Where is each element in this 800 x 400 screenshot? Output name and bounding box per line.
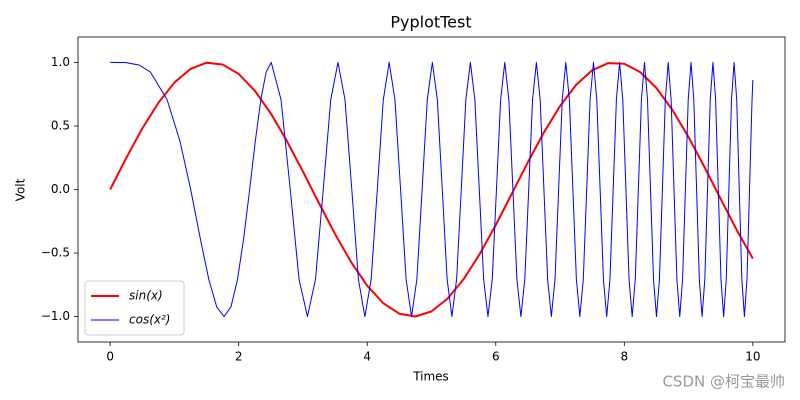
y-axis-label: Volt bbox=[14, 178, 28, 201]
y-tick-label: −1.0 bbox=[41, 309, 70, 323]
watermark: CSDN @柯宝最帅 bbox=[662, 373, 785, 391]
x-tick-label: 8 bbox=[620, 350, 628, 364]
y-tick-label: 0.5 bbox=[51, 118, 70, 132]
y-tick-label: −0.5 bbox=[41, 246, 70, 260]
y-tick-label: 0.0 bbox=[51, 182, 70, 196]
legend-label: sin(x) bbox=[129, 289, 163, 303]
x-tick-label: 0 bbox=[106, 350, 114, 364]
legend-label: cos(x²) bbox=[129, 313, 170, 327]
x-tick-label: 10 bbox=[745, 350, 760, 364]
chart-title: PyplotTest bbox=[390, 13, 471, 32]
x-tick-label: 4 bbox=[363, 350, 371, 364]
y-tick-label: 1.0 bbox=[51, 55, 70, 69]
x-axis-label: Times bbox=[412, 370, 449, 384]
plot-frame bbox=[77, 36, 786, 343]
series-line bbox=[110, 61, 754, 318]
x-tick-label: 2 bbox=[235, 350, 243, 364]
legend-box bbox=[84, 280, 185, 336]
x-tick-label: 6 bbox=[492, 350, 500, 364]
